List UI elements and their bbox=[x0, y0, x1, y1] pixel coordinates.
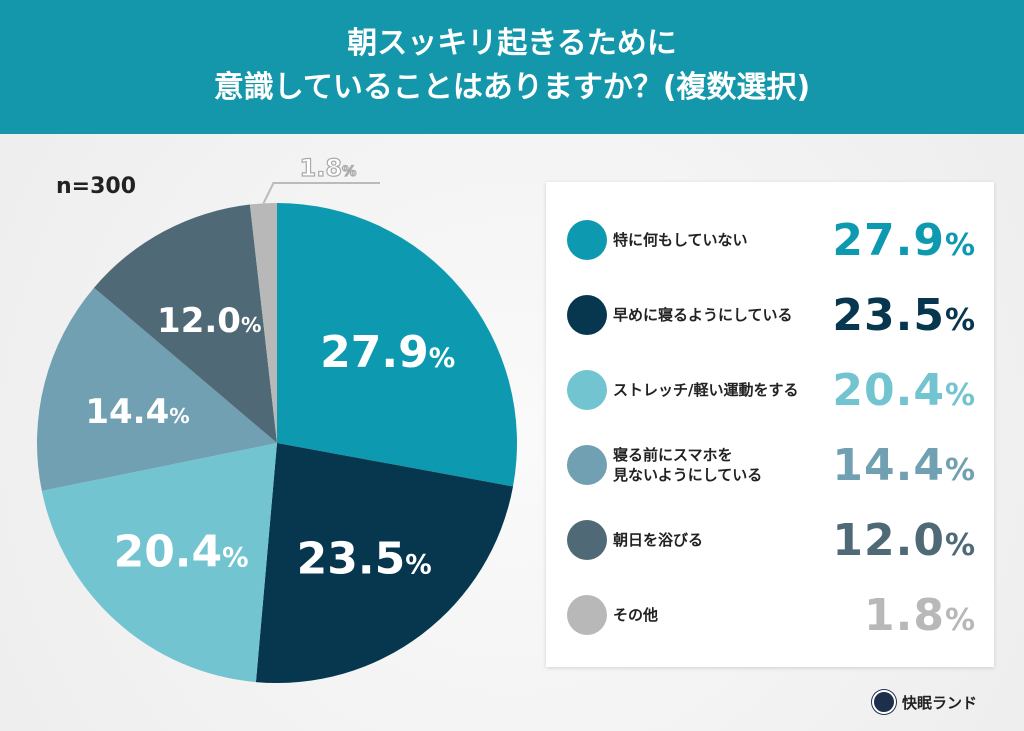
legend-swatch bbox=[567, 520, 607, 560]
pie-slice bbox=[249, 203, 277, 443]
pie-slice bbox=[94, 204, 277, 443]
logo-text: 快眠ランド bbox=[902, 693, 978, 712]
legend-value: 20.4% bbox=[832, 364, 976, 416]
pie-slice bbox=[37, 287, 278, 491]
legend-label: その他 bbox=[613, 606, 659, 624]
legend-item: 寝る前にスマホを 見ないようにしている 14.4% bbox=[546, 435, 994, 495]
legend-swatch bbox=[567, 220, 607, 260]
legend-swatch bbox=[567, 445, 607, 485]
legend-item: その他 1.8% bbox=[546, 585, 994, 645]
legend-label: 寝る前にスマホを 見ないようにしている bbox=[613, 446, 763, 484]
slice-label: 12.0% bbox=[157, 301, 261, 341]
pie-slice bbox=[255, 443, 514, 683]
legend-swatch bbox=[567, 595, 607, 635]
legend-item: 朝日を浴びる 12.0% bbox=[546, 510, 994, 570]
logo-icon bbox=[872, 690, 896, 714]
brand-logo: 快眠ランド bbox=[872, 690, 977, 714]
slice-label: 27.9% bbox=[320, 327, 455, 378]
sample-size: n=300 bbox=[56, 174, 137, 199]
legend-value: 1.8% bbox=[863, 589, 976, 641]
pie-slice bbox=[41, 443, 277, 683]
leader-line bbox=[262, 182, 380, 204]
legend-value: 12.0% bbox=[832, 514, 976, 566]
slice-label: 23.5% bbox=[297, 534, 432, 585]
legend-item: 特に何もしていない 27.9% bbox=[546, 210, 994, 270]
legend-label: ストレッチ/軽い運動をする bbox=[613, 381, 799, 399]
legend-label: 特に何もしていない bbox=[613, 231, 748, 249]
legend-label: 朝日を浴びる bbox=[613, 531, 704, 549]
legend-value: 14.4% bbox=[832, 439, 976, 491]
slice-label: 1.8% bbox=[300, 154, 357, 182]
slice-label: 14.4% bbox=[85, 392, 189, 432]
legend: 特に何もしていない 27.9% 早めに寝るようにしている 23.5% ストレッチ… bbox=[546, 182, 994, 667]
legend-swatch bbox=[567, 370, 607, 410]
legend-swatch bbox=[567, 295, 607, 335]
pie-slice bbox=[277, 203, 517, 487]
legend-value: 27.9% bbox=[832, 214, 976, 266]
title-line-2: 意識していることはありますか？(複数選択) bbox=[213, 70, 811, 105]
slice-label: 20.4% bbox=[114, 526, 249, 577]
legend-item: 早めに寝るようにしている 23.5% bbox=[546, 285, 994, 345]
title-banner: 朝スッキリ起きるために 意識していることはありますか？(複数選択) bbox=[0, 0, 1024, 134]
legend-item: ストレッチ/軽い運動をする 20.4% bbox=[546, 360, 994, 420]
legend-value: 23.5% bbox=[832, 289, 976, 341]
pie-chart: 27.9% 23.5% 20.4% 14.4% 12.0% 1.8% bbox=[37, 153, 517, 683]
title-line-1: 朝スッキリ起きるために bbox=[347, 26, 677, 61]
legend-label: 早めに寝るようにしている bbox=[613, 306, 793, 324]
